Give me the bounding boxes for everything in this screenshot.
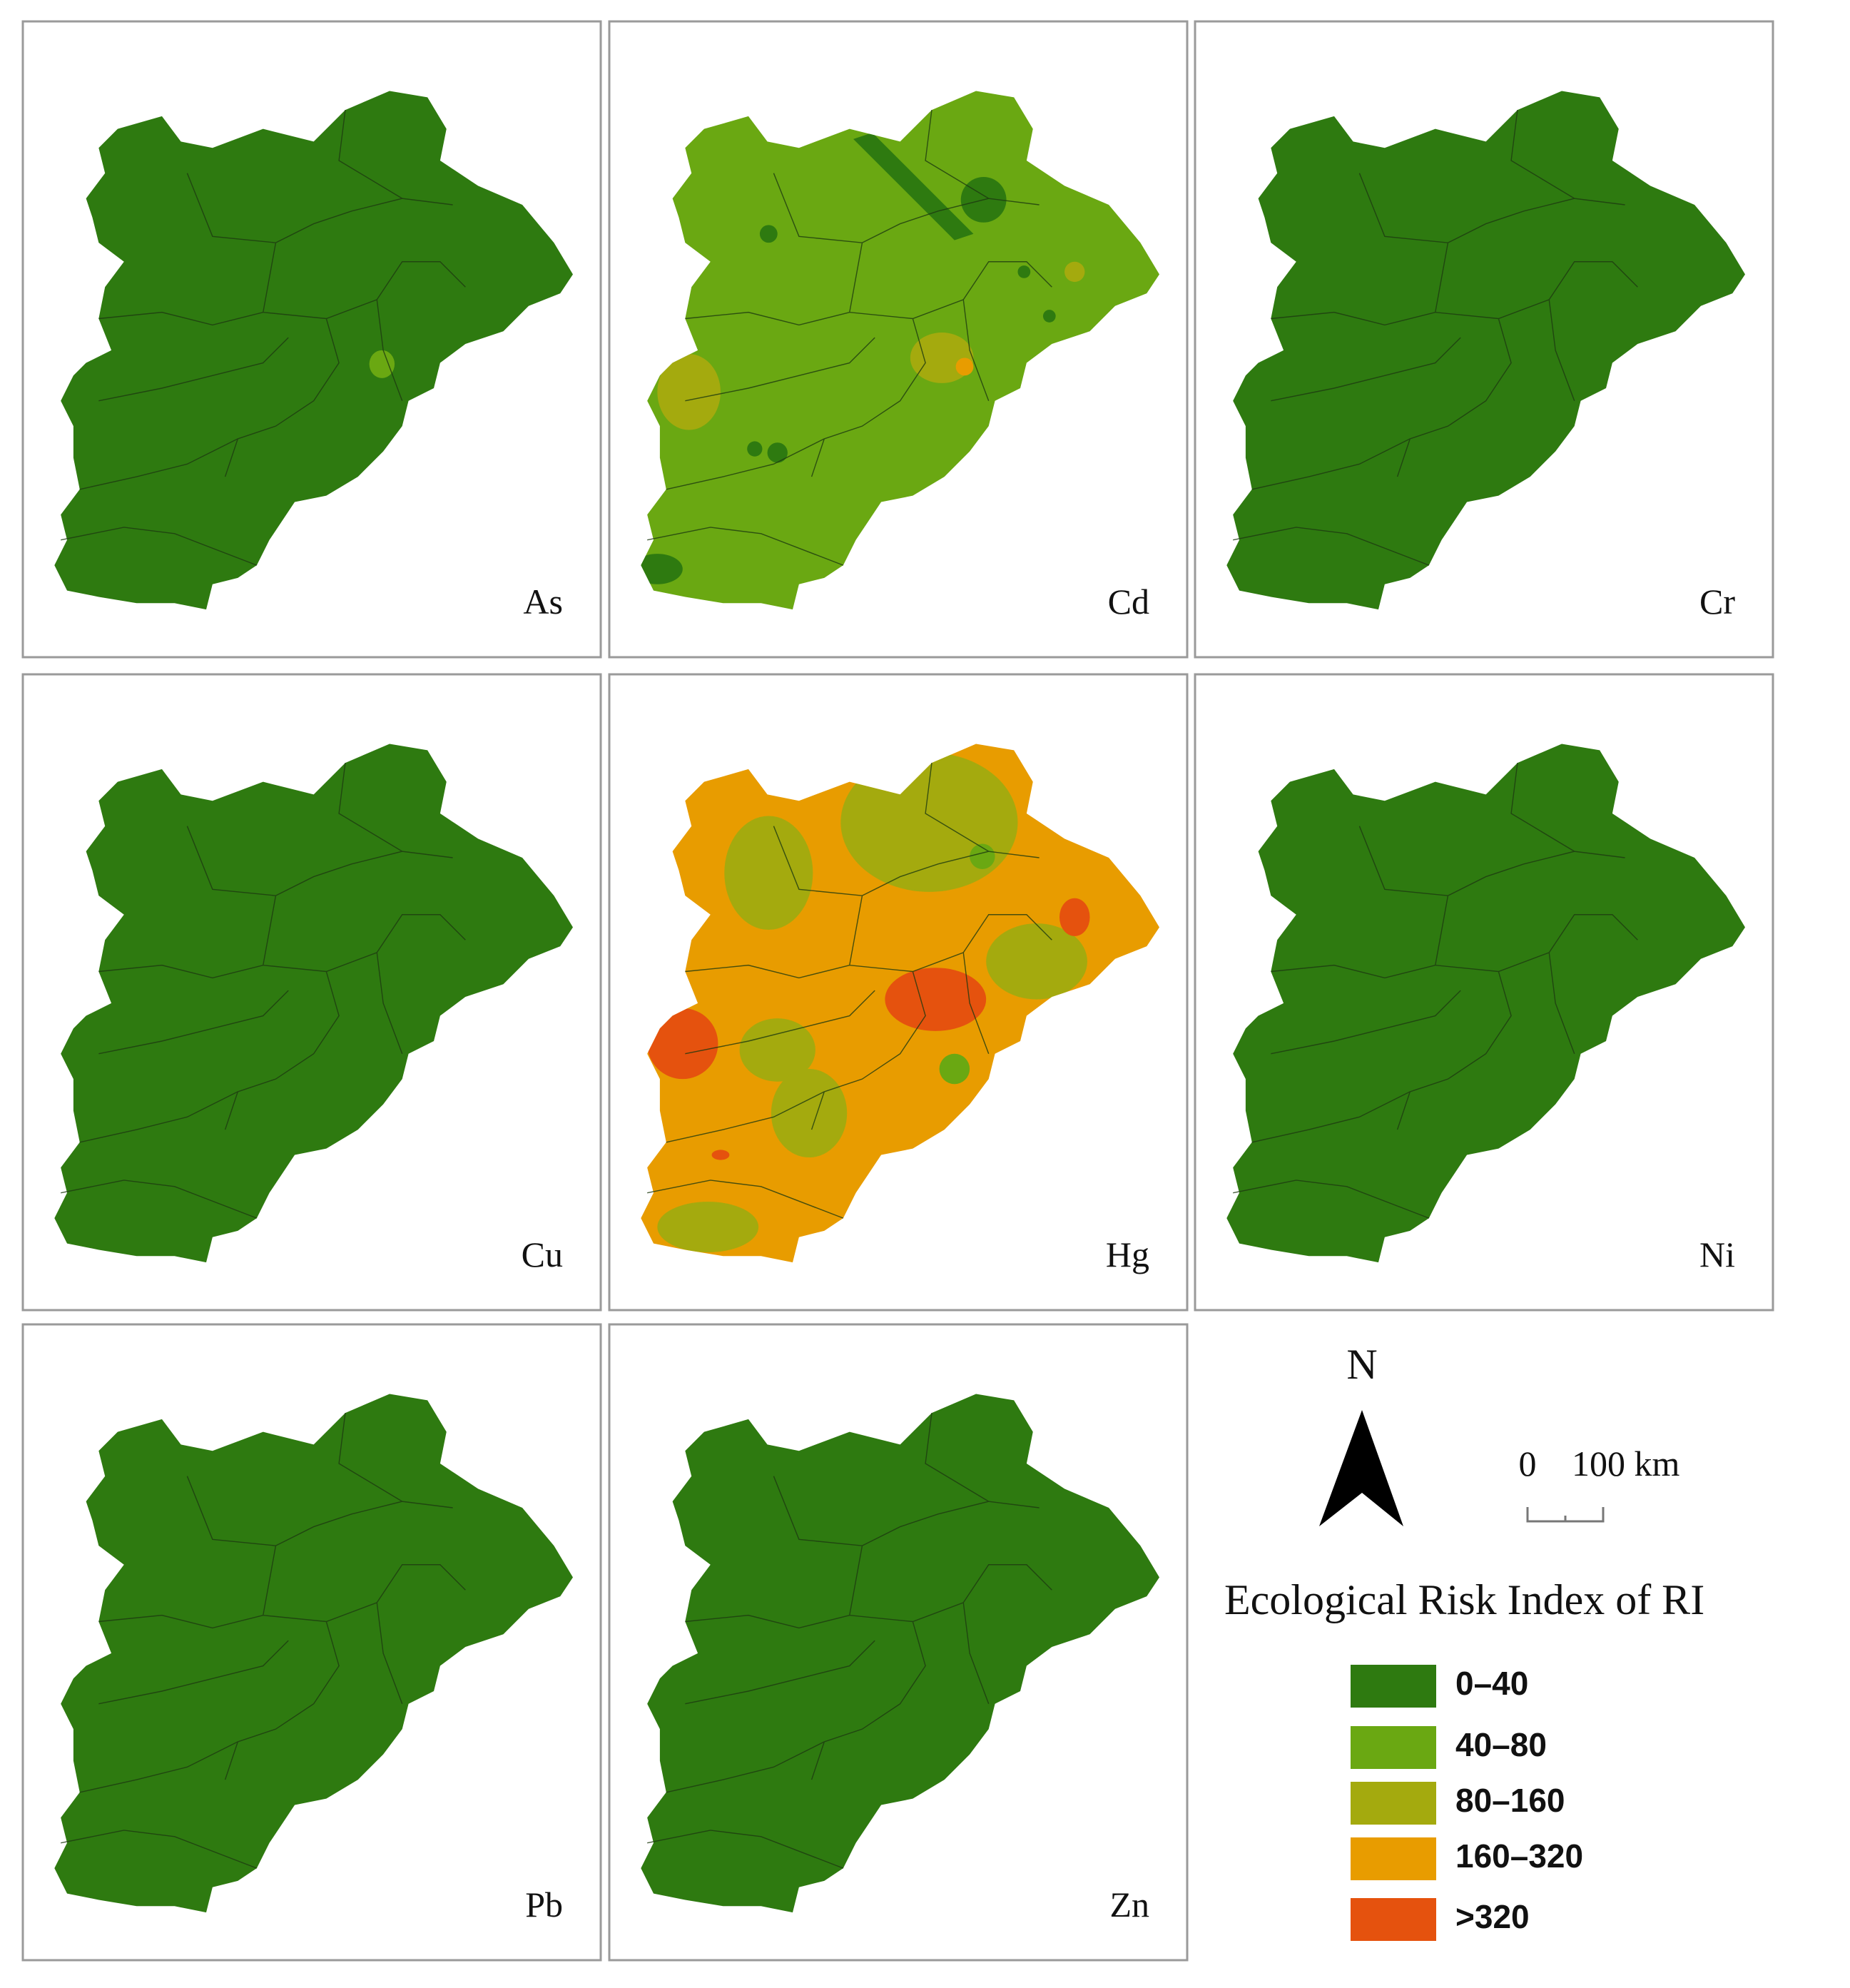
hotspots xyxy=(641,132,1085,584)
hotspot xyxy=(853,132,974,240)
hotspot xyxy=(910,333,974,383)
legend-label: >320 xyxy=(1455,1898,1530,1935)
legend: 0–40 40–80 80–160 160–320 >320 xyxy=(1351,1665,1583,1941)
hotspot xyxy=(939,1053,970,1085)
legend-swatch xyxy=(1351,1898,1436,1941)
hotspot xyxy=(970,843,995,869)
hotspot xyxy=(986,923,1087,1000)
panel: Cu xyxy=(21,673,602,1312)
hotspot xyxy=(369,350,395,378)
legend-swatch xyxy=(1351,1782,1436,1825)
panel: As xyxy=(21,20,602,659)
panel-label: Cd xyxy=(1108,582,1149,622)
scale-bar xyxy=(1526,1507,1605,1523)
hotspot xyxy=(767,442,788,463)
legend-swatch xyxy=(1351,1665,1436,1708)
panel-label: Cu xyxy=(522,1234,563,1274)
hotspot xyxy=(1042,310,1056,323)
legend-label: 40–80 xyxy=(1455,1726,1547,1763)
hotspot xyxy=(647,1008,718,1080)
hotspot xyxy=(711,1150,730,1160)
scale-start: 0 xyxy=(1519,1444,1537,1484)
hotspot xyxy=(657,354,721,430)
map xyxy=(54,91,573,610)
hotspot xyxy=(1064,261,1085,283)
hotspot xyxy=(739,1018,815,1082)
hotspot xyxy=(747,441,763,457)
map xyxy=(641,91,1159,610)
hotspot xyxy=(771,1068,848,1158)
legend-title: Ecological Risk Index of RI xyxy=(1224,1576,1704,1623)
legend-swatch xyxy=(1351,1726,1436,1769)
panel: Ni xyxy=(1194,673,1774,1312)
hotspot xyxy=(657,1202,759,1252)
north-label: N xyxy=(1346,1341,1377,1388)
legend-label: 160–320 xyxy=(1455,1837,1583,1875)
hotspot xyxy=(1017,265,1031,278)
legend-label: 80–160 xyxy=(1455,1782,1565,1819)
panel-label: Ni xyxy=(1699,1234,1735,1274)
hotspots xyxy=(369,350,395,378)
panel-label: Hg xyxy=(1106,1234,1149,1274)
panel: Cr xyxy=(1194,20,1774,659)
scale-end: 100 km xyxy=(1572,1444,1680,1484)
hotspot xyxy=(724,816,813,930)
panel-label: Cr xyxy=(1699,582,1735,622)
north-arrow xyxy=(1319,1410,1403,1526)
hotspot xyxy=(1059,898,1090,936)
legend-label: 0–40 xyxy=(1455,1665,1528,1702)
panel: Zn xyxy=(608,1323,1189,1962)
panel-label: Pb xyxy=(525,1885,563,1924)
panel-label: Zn xyxy=(1109,1885,1149,1924)
panel: Pb xyxy=(21,1323,602,1962)
panel: Cd xyxy=(608,20,1189,659)
panel: Hg xyxy=(608,673,1189,1312)
hotspot xyxy=(759,225,778,243)
legend-swatch xyxy=(1351,1837,1436,1880)
hotspot xyxy=(885,968,987,1031)
panel-label: As xyxy=(523,582,563,622)
hotspot xyxy=(955,357,974,376)
